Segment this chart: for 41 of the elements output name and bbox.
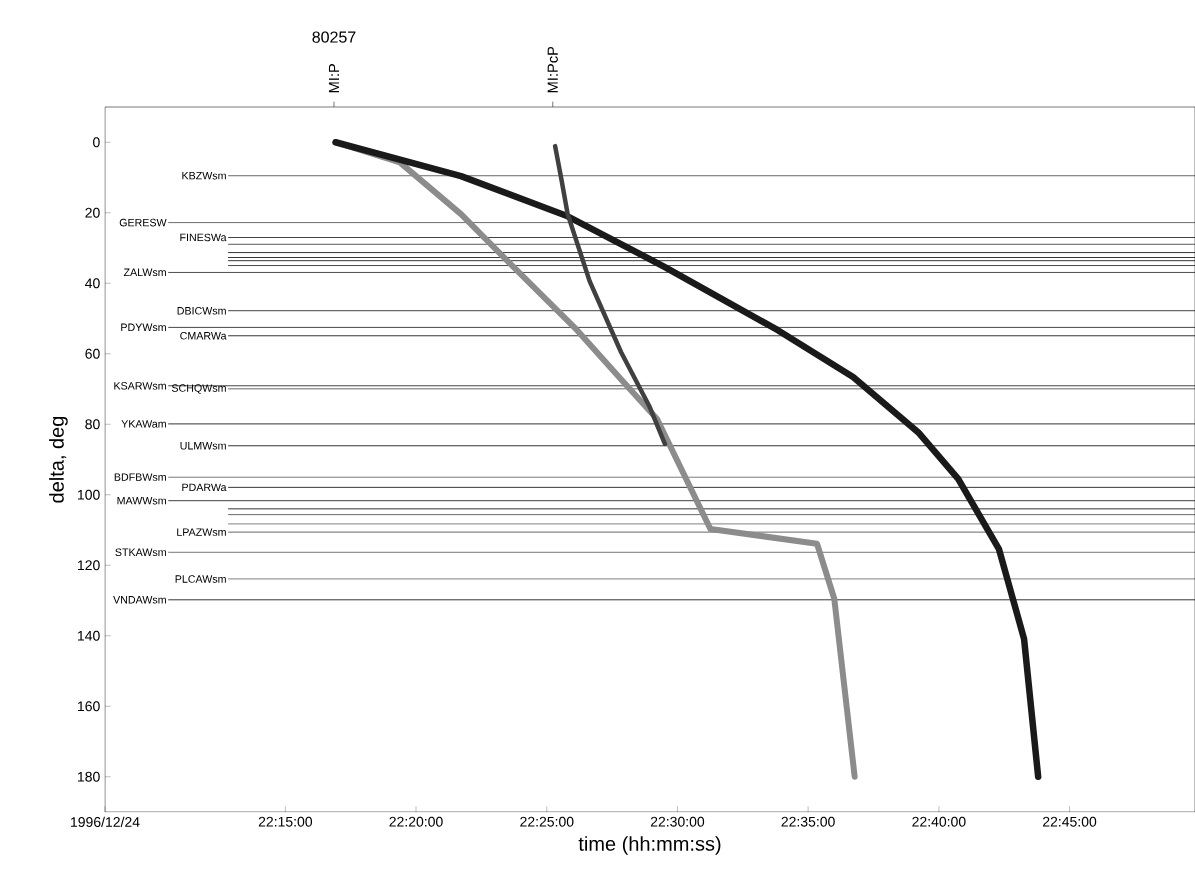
x-tick-label: 22:45:00 <box>1043 816 1097 827</box>
y-tick-label: 100 <box>78 489 100 500</box>
x-tick-label: 22:20:00 <box>389 816 443 827</box>
ref-line-label: KSARWsm <box>114 382 166 390</box>
y-tick-label: 40 <box>85 278 100 289</box>
y-tick-label: 180 <box>78 771 100 782</box>
y-tick-label: 60 <box>85 348 100 359</box>
ref-line-label: FINESWa <box>180 233 227 242</box>
y-tick-label: 20 <box>85 207 100 218</box>
annotation: MI:P <box>328 64 340 93</box>
ref-line-label: ULMWsm <box>180 442 226 450</box>
y-tick-label: 140 <box>78 630 100 641</box>
ref-line-label: MAWWsm <box>117 497 166 505</box>
x-tick-label: 1996/12/24 <box>71 816 140 828</box>
x-axis-title: time (hh:mm:ss) <box>578 836 721 855</box>
ref-line-label: KBZWsm <box>182 172 226 180</box>
y-tick-label: 0 <box>93 137 100 148</box>
ref-line-label: VNDAWsm <box>113 596 166 604</box>
ref-line-label: PDARWa <box>182 483 227 492</box>
ref-line-label: BDFBWsm <box>114 473 166 481</box>
ref-line-label: YKAWam <box>121 420 166 428</box>
annotation: MI:PcP <box>547 46 558 93</box>
chart-title: 80257 <box>312 31 356 43</box>
x-tick-label: 22:35:00 <box>781 816 835 827</box>
y-tick-label: 120 <box>78 560 100 571</box>
ref-line-label: STKAWsm <box>115 548 166 556</box>
ref-line-label: CMARWa <box>180 332 227 340</box>
ref-line-label: PDYWsm <box>121 323 166 332</box>
ref-line-label: GERESW <box>119 218 167 227</box>
ref-line-label: ZALWsm <box>123 268 166 277</box>
x-tick-label: 22:40:00 <box>912 816 966 827</box>
y-tick-label: 160 <box>78 701 100 712</box>
ref-line-label: PLCAWsm <box>175 575 226 583</box>
x-tick-label: 22:15:00 <box>258 816 313 827</box>
ref-line-label: DBICWsm <box>177 306 226 315</box>
ref-line-label: SCHQWsm <box>171 384 226 394</box>
y-tick-label: 80 <box>85 419 100 430</box>
y-axis-title: delta, deg <box>49 416 68 503</box>
x-tick-label: 22:25:00 <box>520 816 574 827</box>
x-tick-label: 22:30:00 <box>650 816 705 827</box>
ref-line-label: LPAZWsm <box>177 528 226 536</box>
